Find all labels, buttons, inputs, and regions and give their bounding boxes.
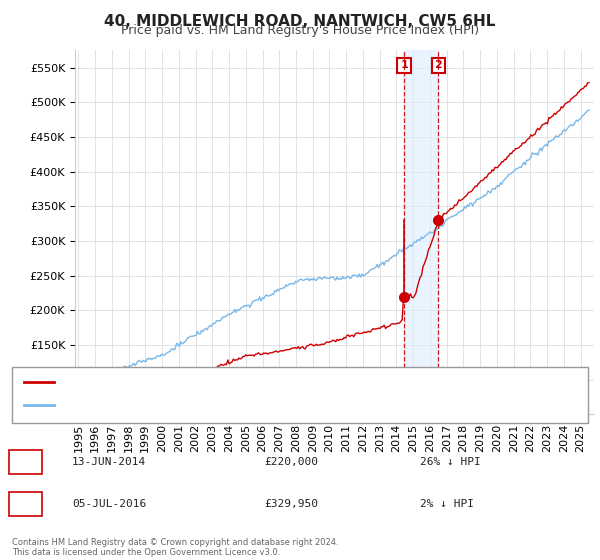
Bar — [404, 50, 439, 414]
Text: 1: 1 — [400, 60, 408, 71]
Text: 2: 2 — [22, 499, 29, 509]
Text: 26% ↓ HPI: 26% ↓ HPI — [420, 457, 481, 467]
Text: 40, MIDDLEWICH ROAD, NANTWICH, CW5 6HL (detached house): 40, MIDDLEWICH ROAD, NANTWICH, CW5 6HL (… — [60, 377, 395, 388]
Text: £220,000: £220,000 — [264, 457, 318, 467]
Text: HPI: Average price, detached house, Cheshire East: HPI: Average price, detached house, Ches… — [60, 400, 325, 410]
Text: 40, MIDDLEWICH ROAD, NANTWICH, CW5 6HL: 40, MIDDLEWICH ROAD, NANTWICH, CW5 6HL — [104, 14, 496, 29]
Text: Contains HM Land Registry data © Crown copyright and database right 2024.
This d: Contains HM Land Registry data © Crown c… — [12, 538, 338, 557]
Text: £329,950: £329,950 — [264, 499, 318, 509]
Text: 05-JUL-2016: 05-JUL-2016 — [72, 499, 146, 509]
Text: 1: 1 — [22, 457, 29, 467]
Text: 2% ↓ HPI: 2% ↓ HPI — [420, 499, 474, 509]
Text: 2: 2 — [434, 60, 442, 71]
Text: Price paid vs. HM Land Registry's House Price Index (HPI): Price paid vs. HM Land Registry's House … — [121, 24, 479, 37]
Text: 13-JUN-2014: 13-JUN-2014 — [72, 457, 146, 467]
